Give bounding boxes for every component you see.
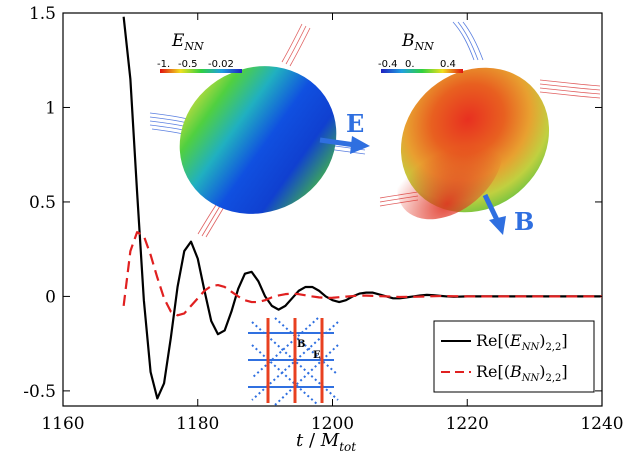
legend-label-e: Re[(ENN)2,2] <box>476 331 568 353</box>
y-tick-label: -0.5 <box>23 382 56 402</box>
y-tick-label: 1 <box>45 98 56 118</box>
b-colorbar-tick-2: 0. <box>405 59 415 70</box>
e-colorbar-tick-3: -0.02 <box>208 59 234 70</box>
axis-ticks: 1160 1180 1200 1220 1240 -0.5 0 0.5 1 1.5 <box>23 4 623 434</box>
x-axis-label: t / Mtot <box>296 430 356 454</box>
e-field-illustration: E ENN -1. -0.5 -0.02 <box>149 23 370 238</box>
b-vector-label: B <box>514 207 534 236</box>
b-field-shade <box>397 120 503 220</box>
e-field-arrow <box>319 137 356 148</box>
inset-e-label: E <box>313 350 321 361</box>
y-tick-label: 0 <box>45 287 56 307</box>
e-colorbar-title: ENN <box>171 31 204 53</box>
y-tick-label: 1.5 <box>29 4 56 24</box>
e-colorbar-tick-1: -1. <box>157 59 170 70</box>
b-colorbar-tick-1: -0.4 <box>378 59 398 70</box>
inset-b-label: B <box>297 339 305 350</box>
series-layer <box>122 16 602 400</box>
b-field-arrowhead <box>489 216 506 235</box>
e-field-body <box>179 66 337 214</box>
b-field-arrow <box>482 193 501 224</box>
b-colorbar <box>381 69 463 73</box>
legend-box <box>433 320 595 393</box>
e-colorbar-tick-2: -0.5 <box>178 59 198 70</box>
x-tick-label: 1220 <box>446 414 489 434</box>
b-field-illustration: B BNN -0.4 0. 0.4 <box>378 21 601 236</box>
x-tick-label: 1180 <box>176 414 219 434</box>
series-line-e <box>122 16 602 400</box>
x-tick-label: 1200 <box>311 414 354 434</box>
series-line-b <box>122 231 602 317</box>
legend-label-b: Re[(BNN)2,2] <box>476 362 568 384</box>
e-field-arrowhead <box>350 136 370 154</box>
legend: Re[(ENN)2,2] Re[(BNN)2,2] <box>433 320 595 393</box>
e-vector-label: E <box>346 109 364 138</box>
b-colorbar-tick-3: 0.4 <box>440 59 456 70</box>
b-colorbar-title: BNN <box>401 31 434 53</box>
e-field-red-line-bundle <box>197 23 311 238</box>
x-tick-label: 1240 <box>580 414 623 434</box>
y-tick-label: 0.5 <box>29 193 56 213</box>
e-colorbar <box>160 69 242 73</box>
x-tick-label: 1160 <box>41 414 84 434</box>
lattice-inset: B E <box>248 317 339 406</box>
